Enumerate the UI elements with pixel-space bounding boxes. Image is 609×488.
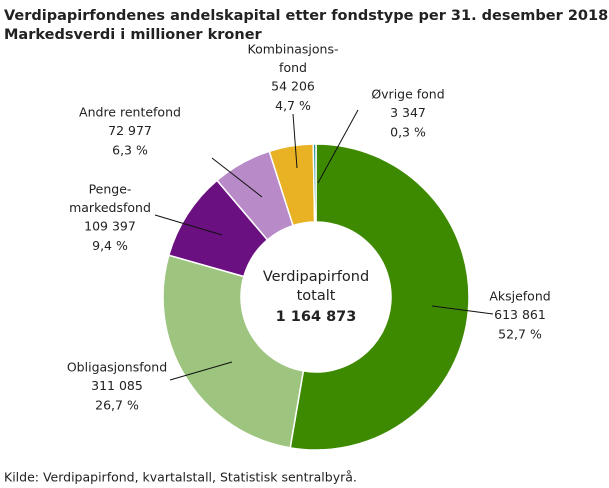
chart-title: Verdipapirfondenes andelskapital etter f… (4, 8, 609, 24)
leader-line (154, 214, 223, 236)
category-label: Kombinasjons- (248, 42, 339, 57)
value-label: 613 861 (494, 307, 546, 322)
category-label: Aksjefond (489, 289, 550, 304)
value-label: 109 397 (84, 219, 136, 234)
slice (289, 143, 470, 451)
source: Kilde: Verdipapirfond, kvartalstall, Sta… (4, 470, 357, 485)
leader-line (317, 109, 359, 184)
value-label: 311 085 (91, 378, 143, 393)
chart-subtitle: Markedsverdi i millioner kroner (4, 27, 263, 43)
total-label: 1 164 873 (276, 309, 357, 325)
value-label: 3 347 (390, 105, 426, 120)
category-label: fond (279, 60, 307, 75)
leader-line (211, 157, 263, 198)
category-label: markedsfond (69, 200, 151, 215)
percent-label: 52,7 % (498, 327, 542, 342)
category-label: Obligasjonsfond (67, 360, 167, 375)
value-label: 54 206 (271, 79, 315, 94)
category-label: Øvrige fond (371, 87, 444, 102)
value-label: 72 977 (108, 123, 152, 138)
leader-line (169, 361, 233, 381)
percent-label: 9,4 % (92, 238, 128, 253)
center-label: Verdipapirfond (263, 269, 369, 285)
percent-label: 6,3 % (112, 143, 148, 158)
leader-line (431, 305, 494, 315)
percent-label: 26,7 % (95, 398, 139, 413)
percent-label: 4,7 % (275, 98, 311, 113)
center-label: totalt (297, 288, 336, 304)
slice (162, 254, 305, 449)
category-label: Andre rentefond (79, 105, 181, 120)
slice (312, 143, 317, 223)
leader-line (292, 113, 298, 169)
category-label: Penge- (89, 182, 132, 197)
percent-label: 0,3 % (390, 125, 426, 140)
